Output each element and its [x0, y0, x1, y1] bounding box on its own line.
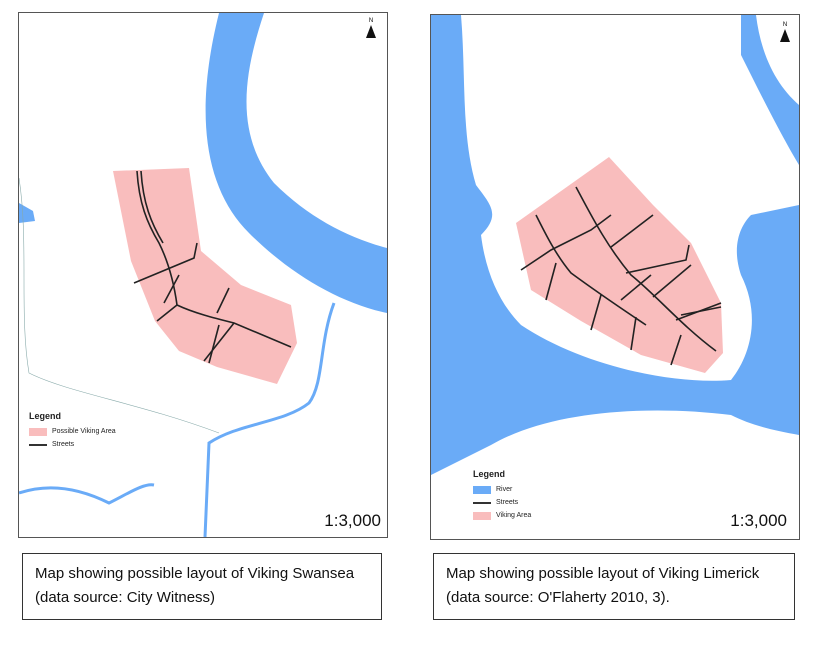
limerick-map-graphic	[431, 15, 799, 475]
legend-item: Streets	[473, 497, 531, 508]
scale-label: 1:3,000	[324, 511, 381, 530]
swansea-map: N Legend Possible Viking Area Streets 1:…	[18, 12, 388, 538]
north-label: N	[782, 22, 788, 28]
legend: Legend River Streets Viking Area	[473, 469, 531, 523]
river	[431, 15, 799, 475]
boundary-line	[19, 177, 220, 434]
scale-label: 1:3,000	[730, 511, 787, 530]
north-arrow-icon	[780, 29, 790, 42]
legend: Legend Possible Viking Area Streets	[29, 411, 116, 452]
river-tributary	[203, 302, 336, 537]
streets	[133, 170, 292, 364]
legend-item: Possible Viking Area	[29, 426, 116, 437]
north-arrow-icon	[366, 25, 376, 38]
river-creek	[19, 483, 155, 505]
swansea-caption: Map showing possible layout of Viking Sw…	[22, 553, 382, 620]
limerick-caption: Map showing possible layout of Viking Li…	[433, 553, 795, 620]
river-inlet	[19, 203, 35, 223]
legend-item: Viking Area	[473, 510, 531, 521]
north-arrow: N	[779, 21, 791, 42]
legend-title: Legend	[29, 411, 62, 421]
river-east	[741, 15, 799, 165]
north-label: N	[368, 18, 374, 24]
north-arrow: N	[365, 17, 377, 38]
legend-item: River	[473, 484, 531, 495]
legend-title: Legend	[473, 469, 506, 479]
legend-item: Streets	[29, 439, 116, 450]
streets	[520, 186, 722, 366]
limerick-map: N Legend River Streets Viking Area 1:3,0…	[430, 14, 800, 540]
swansea-map-graphic	[19, 13, 387, 537]
viking-area	[516, 157, 723, 373]
river	[205, 13, 387, 313]
